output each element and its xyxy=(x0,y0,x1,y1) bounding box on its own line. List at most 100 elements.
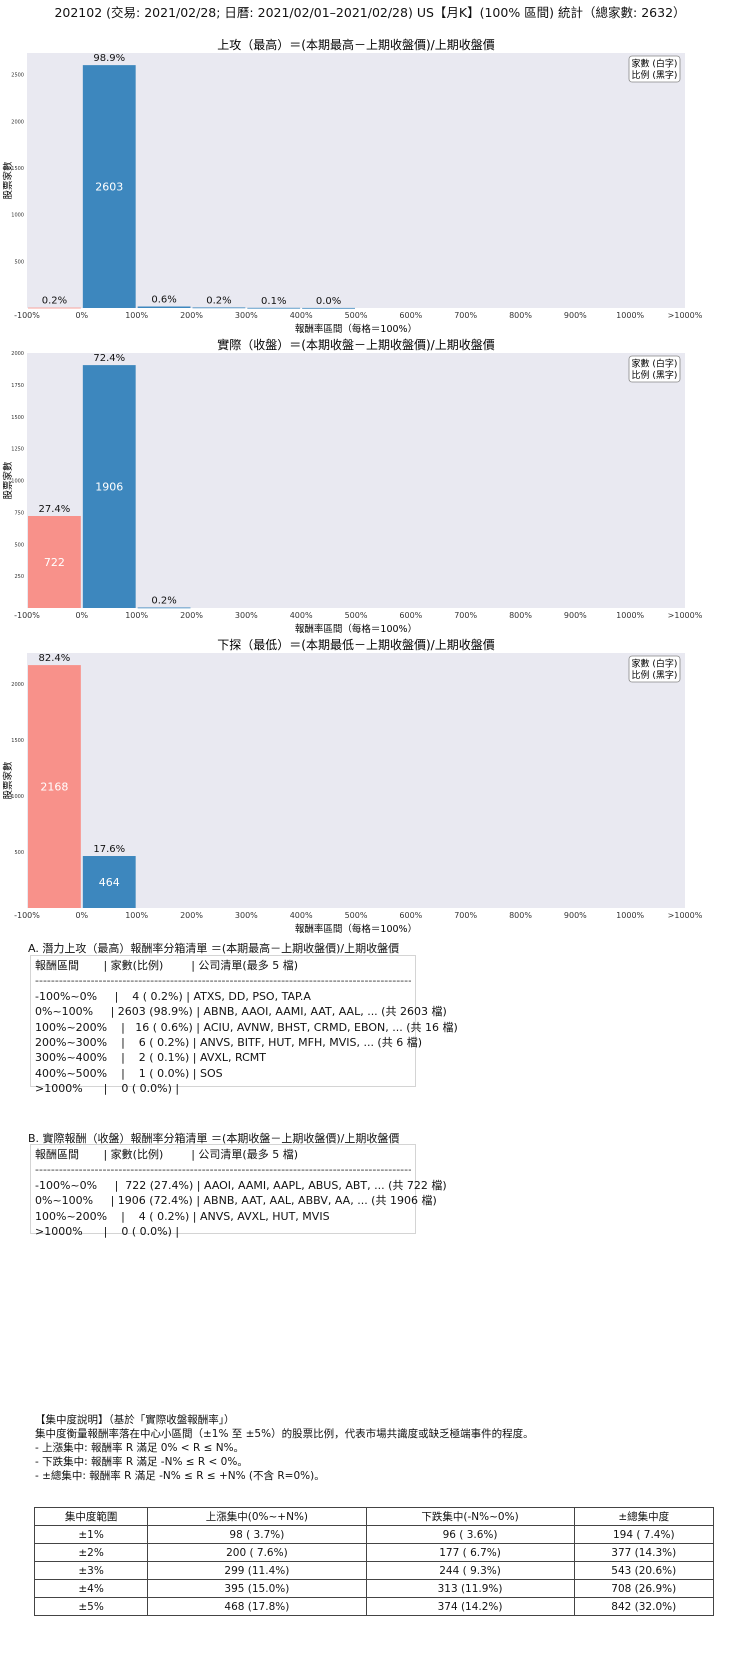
x-tick-label: 200% xyxy=(180,311,203,320)
list-b-box: 報酬區間 | 家數(比例) | 公司清單(最多 5 檔) -----------… xyxy=(30,1144,447,1238)
bar xyxy=(28,307,81,309)
x-axis-label: 報酬率區間（每格＝100%） xyxy=(295,923,417,935)
bar-pct-label: 0.0% xyxy=(316,296,341,307)
chart-title: 下探（最低）＝(本期最低－上期收盤價)/上期收盤價 xyxy=(217,638,494,652)
y-tick-label: 1000 xyxy=(11,479,24,485)
x-tick-label: 500% xyxy=(345,611,368,620)
list-item: >1000% | 0 ( 0.0%) | xyxy=(35,1225,180,1239)
y-tick-label: 500 xyxy=(14,542,24,548)
bar-pct-label: 17.6% xyxy=(93,844,125,855)
bar xyxy=(82,65,136,308)
table-cell: 244 ( 9.3%) xyxy=(365,1561,575,1580)
y-tick-label: 2000 xyxy=(11,119,24,125)
list-b-separator: ----------------------------------------… xyxy=(35,1163,411,1177)
x-tick-label: 600% xyxy=(399,911,422,920)
x-tick-label: 1000% xyxy=(616,911,644,920)
plot-area xyxy=(27,353,685,608)
col-header: 集中度範圍 xyxy=(33,1507,149,1526)
legend: 家數 (白字)比例 (黑字) xyxy=(628,55,681,83)
x-tick-label: 700% xyxy=(454,911,477,920)
bar-count-label: 2168 xyxy=(40,781,68,794)
list-item: 400%~500% | 1 ( 0.0%) | SOS xyxy=(35,1066,223,1080)
table-cell: 200 ( 7.6%) xyxy=(147,1543,367,1562)
legend-box xyxy=(628,355,681,383)
chart-low: 下探（最低）＝(本期最低－上期收盤價)/上期收盤價 500 1000 1500 2000… xyxy=(2,638,703,935)
x-tick-label: 0% xyxy=(75,311,88,320)
x-tick-label: 1000% xyxy=(616,611,644,620)
legend: 家數 (白字)比例 (黑字) xyxy=(628,655,681,683)
legend: 家數 (白字)比例 (黑字) xyxy=(628,355,681,383)
y-tick-label: 1500 xyxy=(11,166,24,172)
x-axis-label: 報酬率區間（每格＝100%） xyxy=(295,323,417,335)
bar-pct-label: 0.6% xyxy=(151,295,176,306)
bar xyxy=(28,515,81,608)
y-tick-label: 2500 xyxy=(11,73,24,79)
legend-line-count: 家數 (白字) xyxy=(632,658,678,670)
concentration-bullet: - ±總集中: 報酬率 R 滿足 -N% ≤ R ≤ +N% (不含 R=0%)… xyxy=(35,1470,325,1482)
table-cell: 377 (14.3%) xyxy=(573,1543,714,1562)
bar xyxy=(302,307,355,309)
table-row: ±2% 200 ( 7.6%) 177 ( 6.7%) 377 (14.3%) xyxy=(33,1543,714,1562)
list-a-header: 報酬區間 | 家數(比例) | 公司清單(最多 5 檔) xyxy=(35,959,299,972)
y-tick-label: 1000 xyxy=(11,794,24,800)
table-cell: ±2% xyxy=(33,1543,149,1562)
col-header: 上漲集中(0%~+N%) xyxy=(147,1507,367,1526)
bar xyxy=(82,365,136,608)
legend-line-pct: 比例 (黑字) xyxy=(632,669,678,681)
plot-area xyxy=(27,53,685,308)
table-cell: ±3% xyxy=(33,1561,149,1580)
x-tick-label: 500% xyxy=(345,911,368,920)
concentration-notes: 【集中度說明】（基於「實際收盤報酬率」） 集中度衡量報酬率落在中心小區間（±1%… xyxy=(35,1413,534,1483)
list-a-box: 報酬區間 | 家數(比例) | 公司清單(最多 5 檔) -----------… xyxy=(30,955,458,1095)
x-tick-label: 900% xyxy=(564,911,587,920)
list-a-separator: ----------------------------------------… xyxy=(35,974,411,988)
list-a-title: A. 潛力上攻（最高）報酬率分箱清單 ＝(本期最高－上期收盤價)/上期收盤價 xyxy=(28,942,400,955)
list-item: -100%~0% | 4 ( 0.2%) | ATXS, DD, PSO, TA… xyxy=(35,989,311,1003)
x-tick-label: -100% xyxy=(14,311,40,320)
list-b-title: B. 實際報酬（收盤）報酬率分箱清單 ＝(本期收盤－上期收盤價)/上期收盤價 xyxy=(28,1132,400,1145)
x-tick-label: >1000% xyxy=(668,611,703,620)
table-row: ±5% 468 (17.8%) 374 (14.2%) 842 (32.0%) xyxy=(33,1597,714,1616)
x-tick-label: 100% xyxy=(125,311,148,320)
y-tick-label: 250 xyxy=(14,574,24,580)
table-cell: ±5% xyxy=(33,1597,149,1616)
concentration-table: 集中度範圍 上漲集中(0%~+N%) 下跌集中(-N%~0%) ±總集中度 ±1… xyxy=(33,1507,714,1616)
bar-count-label: 1906 xyxy=(95,481,123,494)
chart-high: 上攻（最高）＝(本期最高－上期收盤價)/上期收盤價 500 1000 1500 2000… xyxy=(2,37,703,335)
concentration-heading: 【集中度說明】（基於「實際收盤報酬率」） xyxy=(35,1414,235,1426)
page-title: 202102 (交易: 2021/02/28; 日曆: 2021/02/01–2… xyxy=(54,5,686,20)
table-cell: 313 (11.9%) xyxy=(365,1579,575,1598)
list-item: 0%~100% | 1906 (72.4%) | ABNB, AAT, AAL,… xyxy=(35,1194,437,1208)
bar-pct-label: 27.4% xyxy=(39,504,71,515)
legend-box xyxy=(628,55,681,83)
x-tick-label: 900% xyxy=(564,311,587,320)
concentration-bullet: - 上漲集中: 報酬率 R 滿足 0% < R ≤ N%。 xyxy=(35,1442,245,1454)
list-item: 300%~400% | 2 ( 0.1%) | AVXL, RCMT xyxy=(35,1051,266,1065)
bar-pct-label: 0.2% xyxy=(151,595,176,606)
bar xyxy=(82,856,136,908)
bar-pct-label: 0.1% xyxy=(261,296,286,307)
table-cell: 299 (11.4%) xyxy=(147,1561,367,1580)
bar-count-label: 722 xyxy=(44,556,65,569)
bar xyxy=(137,306,191,308)
x-tick-label: 100% xyxy=(125,611,148,620)
x-tick-label: 300% xyxy=(235,311,258,320)
y-tick-label: 2000 xyxy=(11,351,24,357)
y-tick-label: 1500 xyxy=(11,415,24,421)
table-cell: 543 (20.6%) xyxy=(573,1561,714,1580)
table-cell: 708 (26.9%) xyxy=(573,1579,714,1598)
bar-count-label: 464 xyxy=(99,876,120,889)
bar-pct-label: 0.2% xyxy=(206,295,231,306)
list-item: 100%~200% | 16 ( 0.6%) | ACIU, AVNW, BHS… xyxy=(35,1020,458,1034)
bar xyxy=(28,665,81,908)
table-cell: 194 ( 7.4%) xyxy=(573,1525,714,1544)
x-tick-label: 400% xyxy=(290,611,313,620)
table-cell: 374 (14.2%) xyxy=(365,1597,575,1616)
table-cell: 98 ( 3.7%) xyxy=(147,1525,367,1544)
bar-pct-label: 0.2% xyxy=(42,296,67,307)
x-tick-label: -100% xyxy=(14,911,40,920)
x-tick-label: 0% xyxy=(75,911,88,920)
x-tick-label: 900% xyxy=(564,611,587,620)
x-tick-label: 700% xyxy=(454,311,477,320)
legend-box xyxy=(628,655,681,683)
